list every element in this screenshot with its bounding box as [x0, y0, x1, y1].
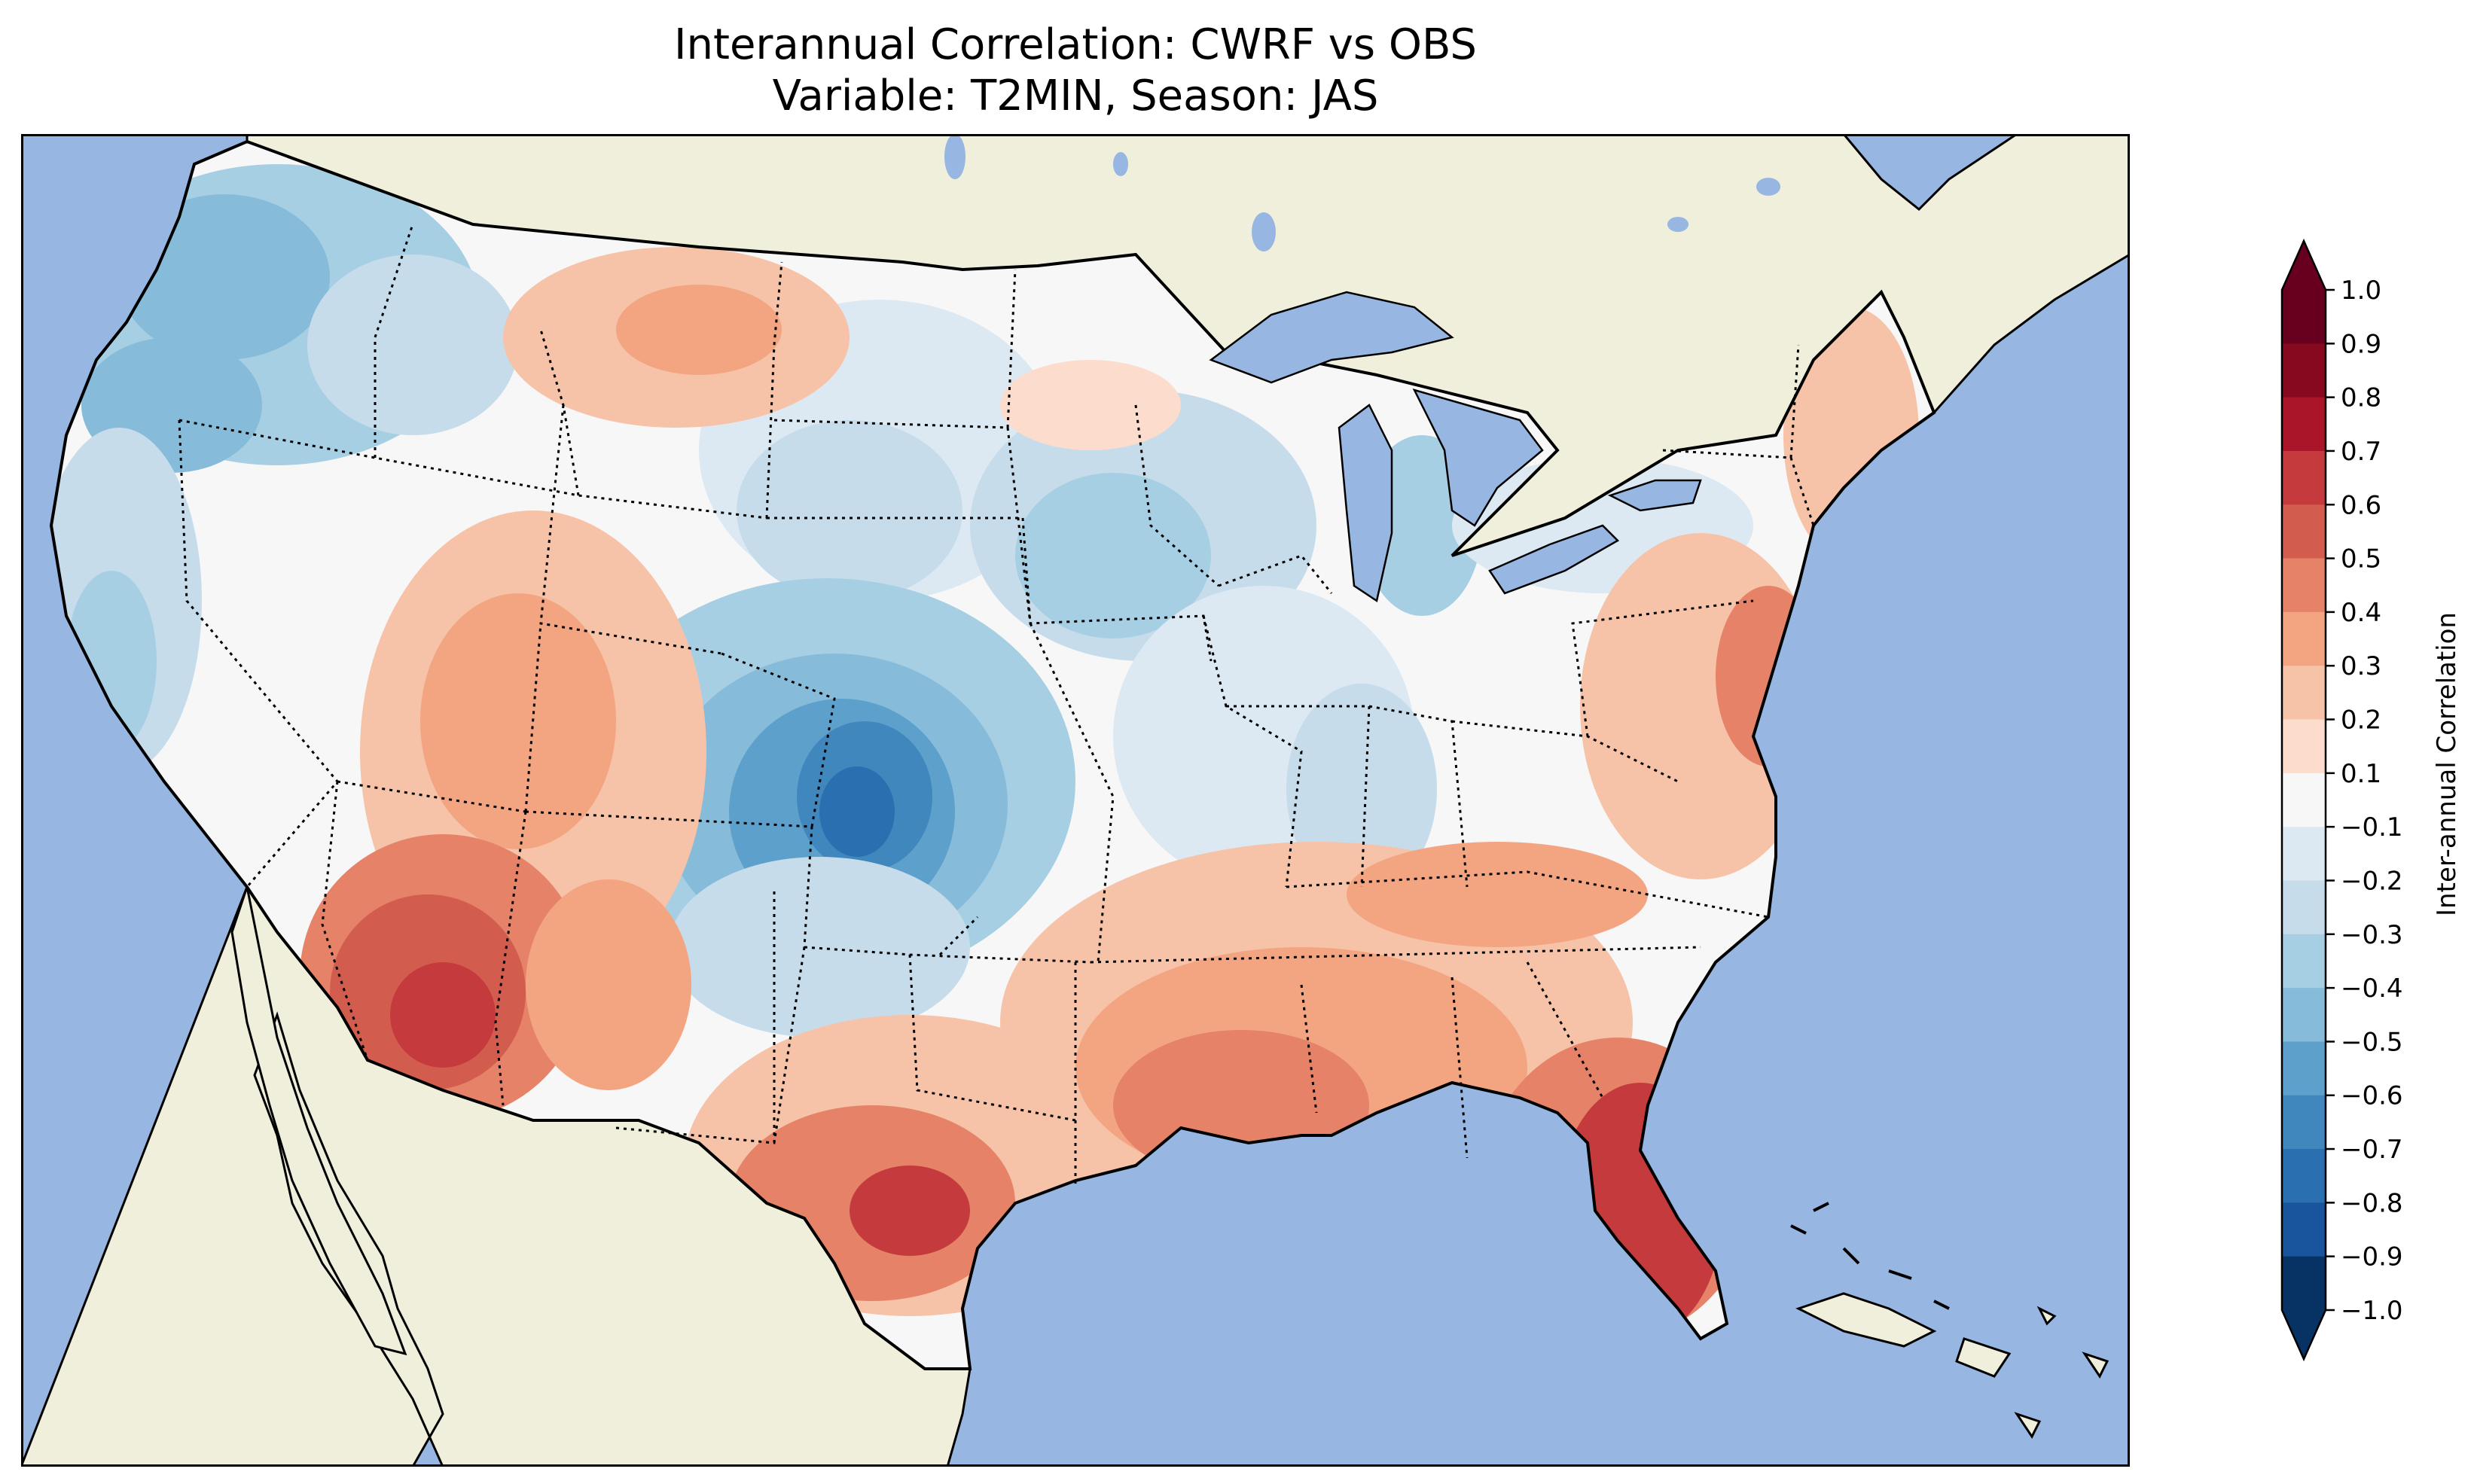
- colorbar-tick-label: 0.4: [2341, 598, 2381, 628]
- colorbar-tick-label: −0.4: [2341, 974, 2403, 1004]
- colorbar-tick-label: −0.5: [2341, 1027, 2403, 1057]
- colorbar-tick-label: −0.3: [2341, 920, 2403, 950]
- colorbar-tick-label: 0.6: [2341, 490, 2381, 520]
- colorbar-tick-label: −0.7: [2341, 1135, 2403, 1165]
- colorbar-segment: [2282, 1041, 2326, 1096]
- colorbar-segment: [2282, 1095, 2326, 1150]
- colorbar-tick-label: −0.8: [2341, 1188, 2403, 1218]
- colorbar-segment: [2282, 666, 2326, 721]
- colorbar-segment: [2282, 719, 2326, 774]
- lake-erie: [1488, 524, 1620, 595]
- colorbar-label: Inter-annual Correlation: [2432, 612, 2462, 916]
- colorbar-segments: [2280, 238, 2327, 1362]
- colorbar-segment: [2282, 827, 2326, 881]
- chart-title-line-2: Variable: T2MIN, Season: JAS: [772, 72, 1379, 120]
- colorbar-segment: [2282, 880, 2326, 935]
- map-frame: [21, 134, 2130, 1467]
- baja-california: [230, 882, 407, 1356]
- colorbar-tick-label: 0.1: [2341, 759, 2381, 789]
- colorbar-tick-label: 0.7: [2341, 437, 2381, 467]
- correlation-field: [51, 164, 1919, 1339]
- colorbar-tick-label: 1.0: [2341, 276, 2381, 306]
- chart-title-line-1: Interannual Correlation: CWRF vs OBS: [674, 20, 1477, 69]
- colorbar-segment: [2282, 397, 2326, 452]
- state-borders: [178, 224, 1815, 1188]
- colorbar-tick-label: 0.8: [2341, 383, 2381, 413]
- lake-huron: [1412, 389, 1544, 527]
- colorbar-tick-label: −1.0: [2341, 1296, 2403, 1326]
- colorbar-extend-min: [2282, 1310, 2326, 1359]
- colorbar-segment: [2282, 988, 2326, 1042]
- bahamas: [1790, 1202, 1950, 1310]
- colorbar-segment: [2282, 290, 2326, 344]
- colorbar-tick-label: −0.1: [2341, 812, 2403, 843]
- us-coastline: [49, 139, 1936, 1370]
- colorbar-segment: [2282, 934, 2326, 989]
- colorbar-extend-max: [2282, 241, 2326, 290]
- colorbar-tick-label: 0.5: [2341, 544, 2381, 574]
- lake-ontario: [1607, 479, 1702, 512]
- colorbar-tick-label: 0.3: [2341, 651, 2381, 681]
- lake-michigan: [1338, 404, 1393, 603]
- colorbar-segment: [2282, 1149, 2326, 1203]
- colorbar-tick-label: 0.2: [2341, 705, 2381, 736]
- colorbar-tick-label: −0.2: [2341, 866, 2403, 896]
- canada-lakes: [944, 134, 1780, 251]
- great-lakes: [1209, 291, 1702, 603]
- colorbar-segment: [2282, 450, 2326, 505]
- colorbar: 1.0 0.9 0.8 0.7 0.6 0.5 0.4 0.3 0.2 0.1 −0.1 −0.2 −0…: [2280, 238, 2462, 1362]
- cuba: [1795, 1292, 1937, 1348]
- colorbar-segment: [2282, 772, 2326, 827]
- caribbean-islands: [1795, 1292, 2109, 1439]
- colorbar-segment: [2282, 1202, 2326, 1257]
- colorbar-tick-label: −0.6: [2341, 1081, 2403, 1111]
- colorbar-tick-label: 0.9: [2341, 329, 2381, 359]
- lake-superior: [1209, 291, 1454, 384]
- colorbar-segment: [2282, 558, 2326, 613]
- map: [21, 134, 2130, 1467]
- colorbar-segment: [2282, 1256, 2326, 1311]
- colorbar-segment: [2282, 611, 2326, 666]
- colorbar-segment: [2282, 343, 2326, 398]
- colorbar-segment: [2282, 504, 2326, 559]
- colorbar-ticks: 1.0 0.9 0.8 0.7 0.6 0.5 0.4 0.3 0.2 0.1 −0.1 −0.2 −0…: [2326, 276, 2403, 1326]
- colorbar-tick-label: −0.9: [2341, 1242, 2403, 1272]
